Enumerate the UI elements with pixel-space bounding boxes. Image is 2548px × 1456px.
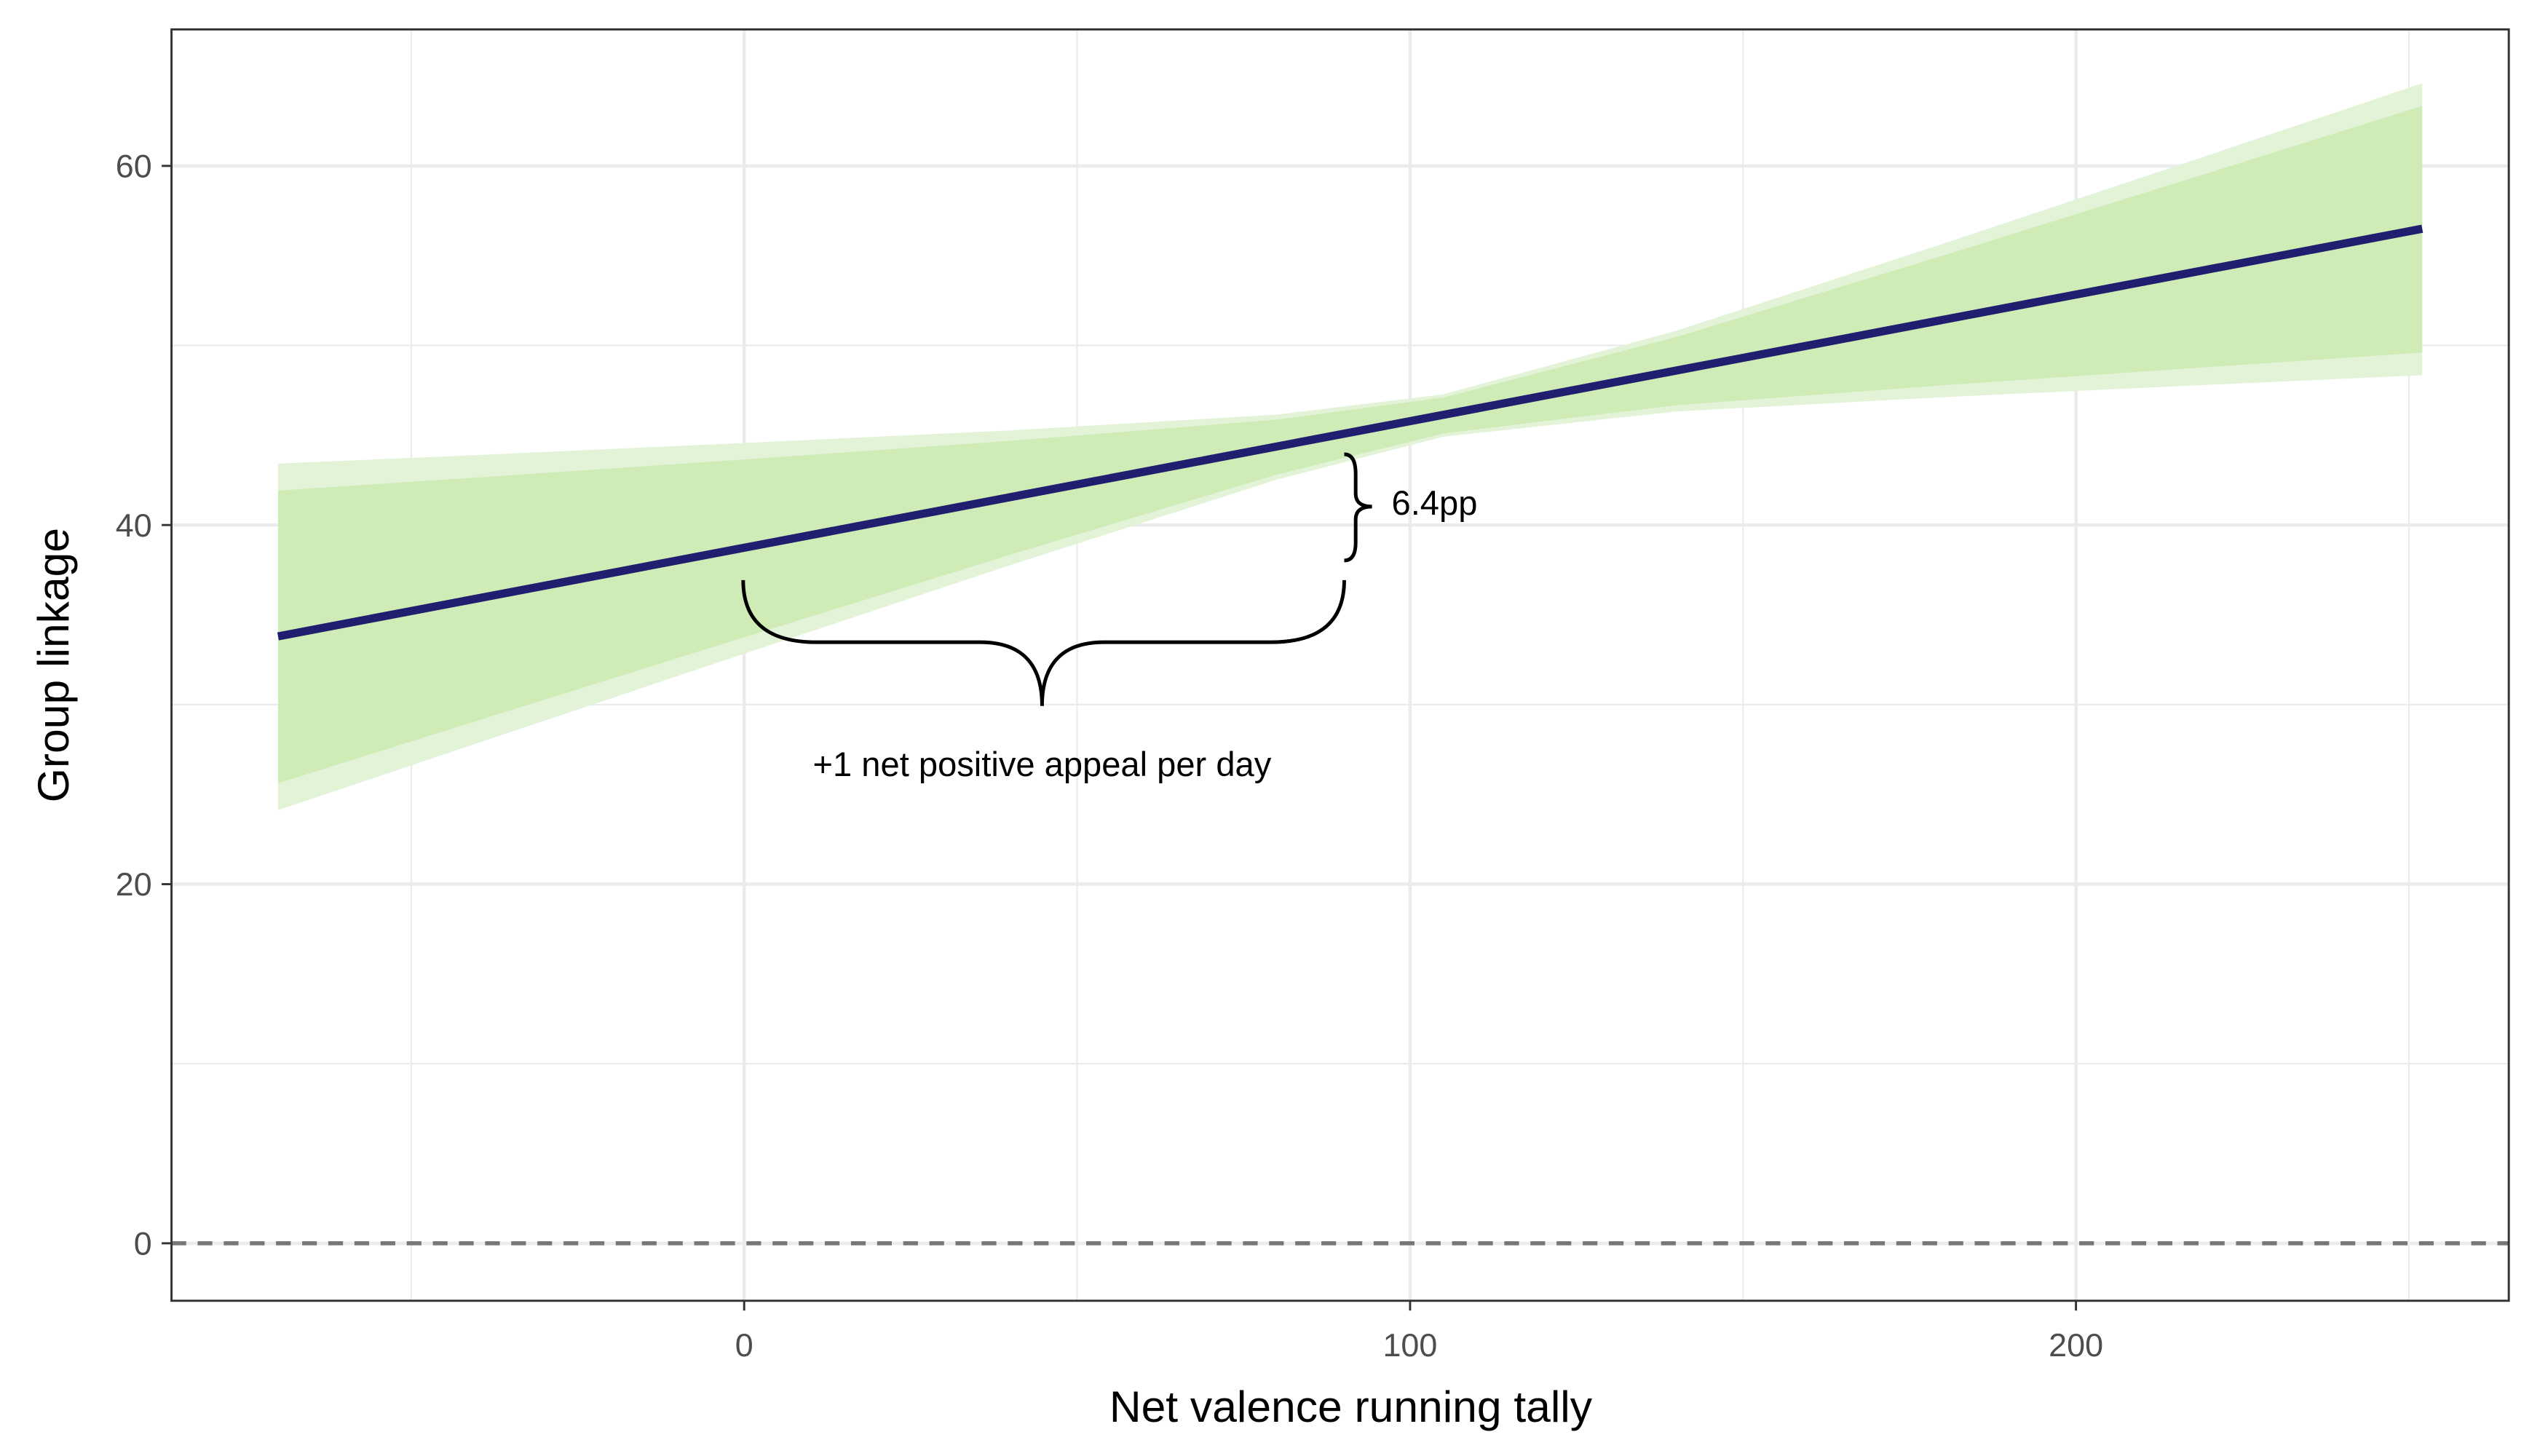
y-tick-label: 20 — [116, 866, 152, 903]
ticks: 0 100 200 0 20 40 60 — [116, 148, 2103, 1364]
x-tick-label: 200 — [2049, 1326, 2103, 1364]
y-tick-label: 0 — [134, 1225, 152, 1262]
fit-line — [277, 224, 2424, 641]
y-tick-label: 40 — [116, 507, 152, 544]
inner-confidence-band — [277, 106, 2423, 783]
y-tick-label: 60 — [116, 148, 152, 185]
confidence-bands — [277, 83, 2423, 810]
vertical-brace-label: 6.4pp — [1392, 483, 1478, 522]
horizontal-brace — [741, 579, 1346, 706]
x-tick-label: 0 — [735, 1326, 753, 1364]
x-tick-label: 100 — [1382, 1326, 1437, 1364]
x-axis-title: Net valence running tally — [1109, 1382, 1593, 1431]
panel-border — [170, 28, 2510, 1302]
vertical-brace — [1344, 452, 1372, 563]
lines — [171, 224, 2509, 1246]
horizontal-brace-label: +1 net positive appeal per day — [813, 745, 1272, 783]
y-axis-title: Group linkage — [28, 528, 78, 802]
